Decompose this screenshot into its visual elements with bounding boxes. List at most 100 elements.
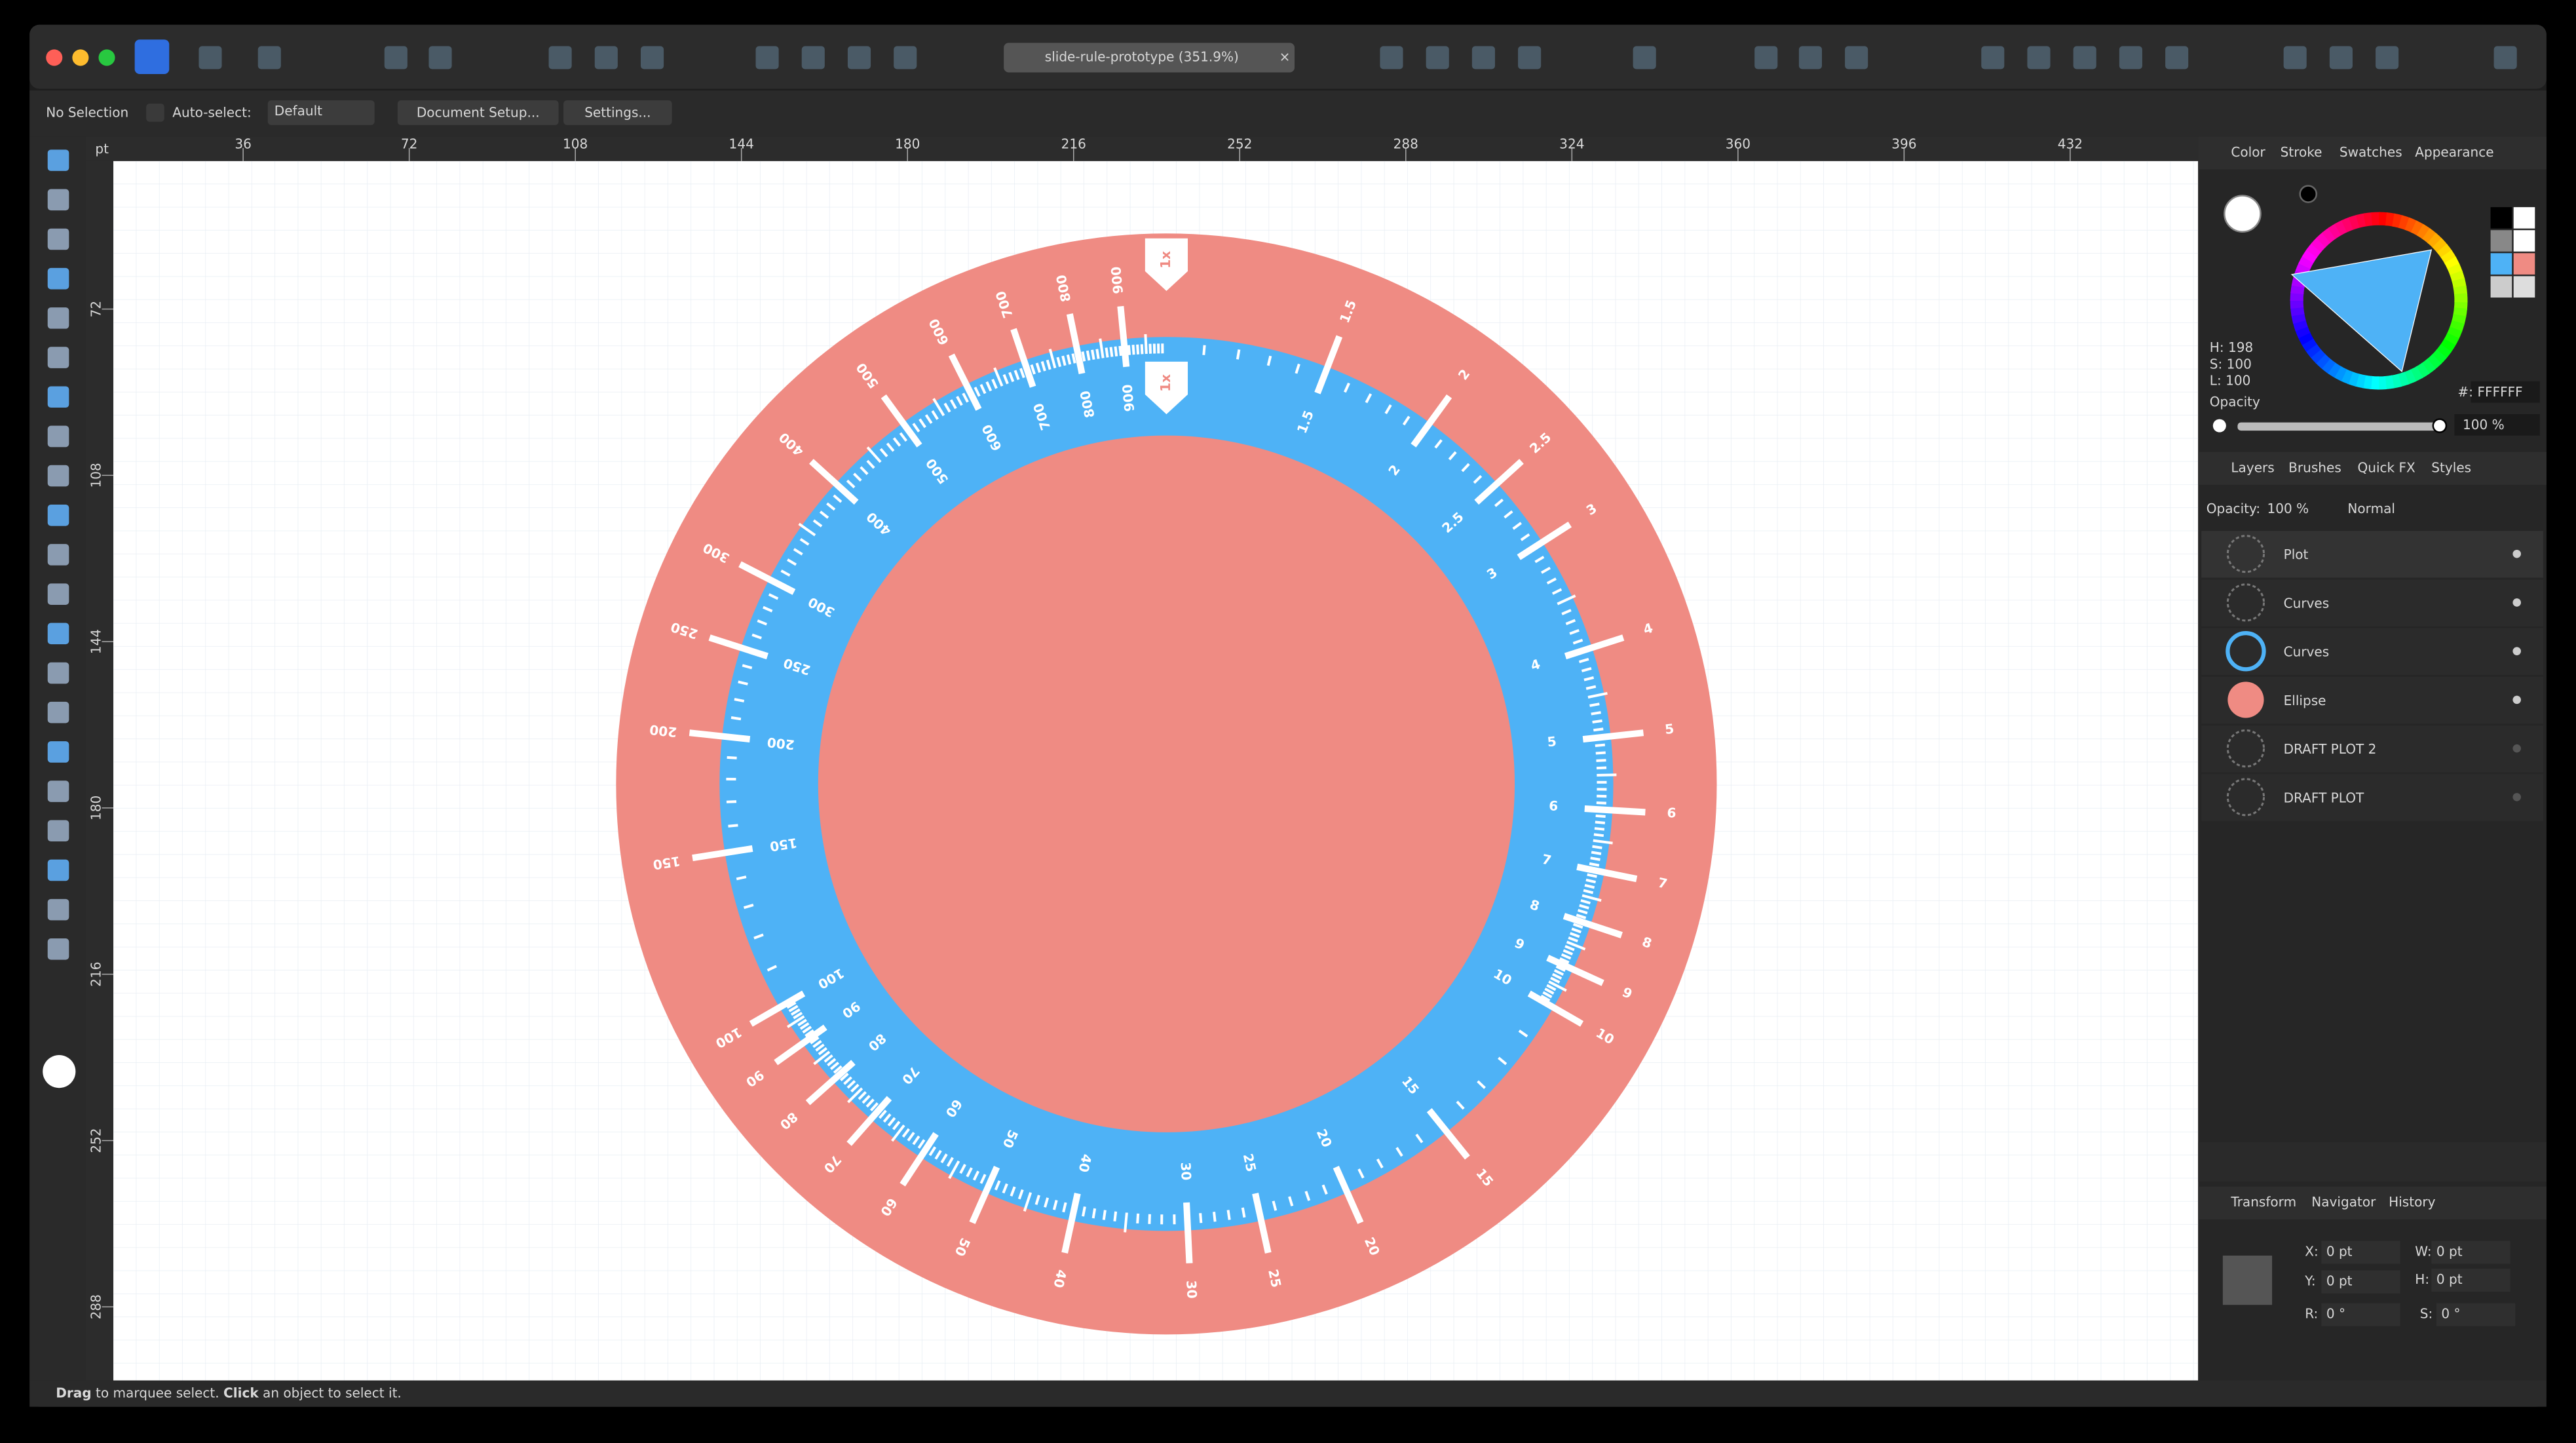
field-box[interactable] bbox=[2431, 1269, 2510, 1292]
layer-row[interactable] bbox=[2201, 579, 2543, 626]
tool-button[interactable] bbox=[47, 623, 69, 645]
toolbar-button[interactable] bbox=[1633, 46, 1656, 69]
tool-button[interactable] bbox=[47, 228, 69, 250]
tool-button[interactable] bbox=[47, 701, 69, 723]
panel-tab[interactable]: Navigator bbox=[2311, 1194, 2376, 1210]
swatch[interactable] bbox=[2513, 230, 2535, 252]
visibility-dot[interactable] bbox=[2512, 744, 2521, 753]
field-box[interactable] bbox=[2431, 1241, 2510, 1264]
tab-close[interactable]: × bbox=[1279, 48, 1291, 64]
swatch[interactable] bbox=[2490, 230, 2512, 252]
layer-row[interactable] bbox=[2201, 531, 2543, 578]
settings-button[interactable] bbox=[563, 100, 672, 125]
toolbar-button[interactable] bbox=[1426, 46, 1449, 69]
mode-dropdown[interactable] bbox=[267, 100, 375, 125]
tool-button[interactable] bbox=[47, 583, 69, 605]
toolbar-button[interactable] bbox=[2376, 46, 2399, 69]
tool-button[interactable] bbox=[47, 347, 69, 368]
field-box[interactable] bbox=[2321, 1270, 2400, 1294]
panel-tab[interactable]: Layers bbox=[2231, 459, 2274, 475]
visibility-dot[interactable] bbox=[2512, 598, 2521, 607]
toolbar-button[interactable] bbox=[755, 46, 779, 69]
panel-tab[interactable]: Color bbox=[2231, 144, 2265, 160]
tool-button[interactable] bbox=[47, 859, 69, 881]
visibility-dot[interactable] bbox=[2512, 695, 2521, 704]
toolbar-button[interactable] bbox=[1845, 46, 1868, 69]
tool-button[interactable] bbox=[47, 149, 69, 171]
hex-field[interactable] bbox=[2471, 381, 2540, 403]
document-setup-button[interactable] bbox=[397, 100, 559, 125]
app-icon[interactable] bbox=[134, 39, 170, 74]
fill-swatch[interactable] bbox=[2224, 195, 2262, 233]
swatch[interactable] bbox=[2513, 276, 2535, 298]
toolbar-button[interactable] bbox=[2165, 46, 2189, 69]
swatch[interactable] bbox=[2490, 276, 2512, 298]
panel-tab[interactable]: Appearance bbox=[2415, 144, 2493, 160]
toolbar-button[interactable] bbox=[801, 46, 825, 69]
tool-button[interactable] bbox=[47, 938, 69, 960]
zoom-button[interactable] bbox=[98, 49, 115, 66]
tool-button[interactable] bbox=[47, 465, 69, 487]
toolbar-button[interactable] bbox=[2073, 46, 2096, 69]
visibility-dot[interactable] bbox=[2512, 793, 2521, 801]
toolbar-button[interactable] bbox=[428, 46, 452, 69]
tool-button[interactable] bbox=[47, 662, 69, 684]
tool-button[interactable] bbox=[47, 425, 69, 448]
panel-tab[interactable]: Stroke bbox=[2281, 144, 2322, 160]
minimize-button[interactable] bbox=[72, 49, 89, 66]
panel-tab[interactable]: Quick FX bbox=[2357, 459, 2415, 475]
swatch[interactable] bbox=[2490, 207, 2512, 229]
tool-button[interactable] bbox=[47, 189, 69, 211]
stroke-swatch[interactable] bbox=[2299, 185, 2318, 203]
toolbar-button[interactable] bbox=[548, 46, 572, 69]
color-wheel[interactable] bbox=[2290, 212, 2468, 390]
toolbar-button[interactable] bbox=[1518, 46, 1542, 69]
toolbar-button[interactable] bbox=[2493, 46, 2517, 69]
tool-button[interactable] bbox=[47, 544, 69, 566]
toolbar-button[interactable] bbox=[594, 46, 618, 69]
toolbar-button[interactable] bbox=[199, 46, 222, 69]
tool-button[interactable] bbox=[47, 898, 69, 921]
tool-button[interactable] bbox=[47, 504, 69, 526]
toolbar-button[interactable] bbox=[1981, 46, 2005, 69]
toolbar-button[interactable] bbox=[2329, 46, 2353, 69]
field-box[interactable] bbox=[2321, 1241, 2400, 1264]
toolbar-button[interactable] bbox=[257, 46, 281, 69]
visibility-dot[interactable] bbox=[2512, 647, 2521, 655]
anchor-selector[interactable] bbox=[2222, 1255, 2273, 1305]
panel-tab[interactable]: Brushes bbox=[2288, 459, 2341, 475]
opacity-slider[interactable] bbox=[2237, 422, 2445, 431]
toolbar-button[interactable] bbox=[2283, 46, 2307, 69]
tool-button[interactable] bbox=[47, 386, 69, 408]
toolbar-button[interactable] bbox=[1754, 46, 1778, 69]
swatch[interactable] bbox=[2490, 253, 2512, 275]
panel-tab[interactable]: History bbox=[2389, 1194, 2435, 1210]
toolbar-button[interactable] bbox=[1471, 46, 1495, 69]
toolbar-button[interactable] bbox=[847, 46, 871, 69]
swatch[interactable] bbox=[2513, 253, 2535, 275]
tool-button[interactable] bbox=[47, 780, 69, 802]
tool-button[interactable] bbox=[47, 820, 69, 842]
tool-button[interactable] bbox=[47, 267, 69, 290]
panel-tab[interactable]: Transform bbox=[2230, 1194, 2296, 1210]
color-chip[interactable] bbox=[43, 1055, 76, 1088]
opacity-handle[interactable] bbox=[2432, 418, 2448, 433]
field-box[interactable] bbox=[2321, 1303, 2400, 1326]
document-tab[interactable] bbox=[1004, 43, 1295, 73]
toolbar-button[interactable] bbox=[1380, 46, 1403, 69]
tool-button[interactable] bbox=[47, 307, 69, 329]
visibility-dot[interactable] bbox=[2512, 549, 2521, 558]
panel-tab[interactable]: Styles bbox=[2431, 459, 2471, 475]
toolbar-button[interactable] bbox=[640, 46, 664, 69]
auto-select-checkbox[interactable] bbox=[146, 104, 164, 122]
toolbar-button[interactable] bbox=[2027, 46, 2051, 69]
field-box[interactable] bbox=[2436, 1303, 2516, 1326]
tool-button[interactable] bbox=[47, 741, 69, 763]
layer-row[interactable] bbox=[2201, 774, 2543, 821]
toolbar-button[interactable] bbox=[2119, 46, 2142, 69]
panel-tab[interactable]: Swatches bbox=[2339, 144, 2402, 160]
toolbar-button[interactable] bbox=[894, 46, 917, 69]
swatch[interactable] bbox=[2513, 207, 2535, 229]
layer-row[interactable] bbox=[2201, 725, 2543, 773]
